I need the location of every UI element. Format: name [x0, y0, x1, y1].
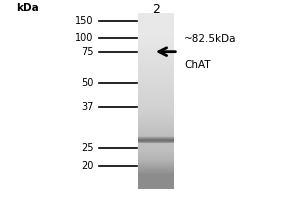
Text: 2: 2 — [152, 3, 160, 16]
Text: 75: 75 — [81, 47, 94, 57]
Text: 37: 37 — [81, 102, 94, 112]
Text: ~82.5kDa: ~82.5kDa — [184, 34, 237, 44]
Text: 20: 20 — [81, 161, 94, 171]
Text: 150: 150 — [75, 16, 94, 26]
Text: 100: 100 — [75, 33, 94, 43]
Text: 50: 50 — [81, 78, 94, 88]
Text: 25: 25 — [81, 143, 94, 153]
Text: ChAT: ChAT — [184, 60, 211, 70]
Text: kDa: kDa — [16, 3, 39, 13]
